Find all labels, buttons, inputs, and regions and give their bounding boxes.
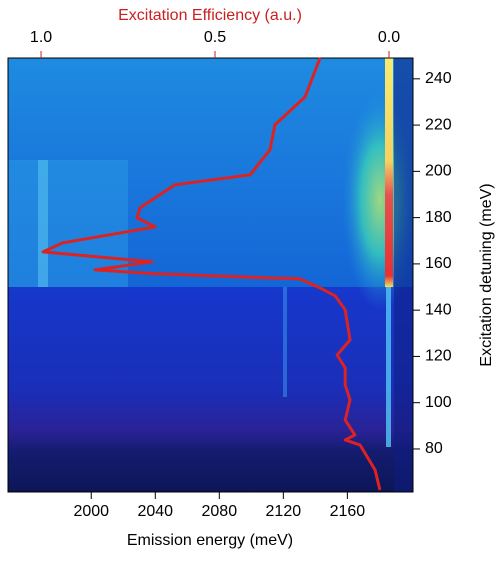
y-tick-label: 140 bbox=[425, 301, 452, 318]
y-tick-label: 100 bbox=[425, 394, 452, 411]
y-tick-label: 80 bbox=[425, 440, 443, 457]
x-axis-title: Emission energy (meV) bbox=[127, 532, 293, 549]
y-tick-label: 120 bbox=[425, 348, 452, 365]
y-tick-label: 240 bbox=[425, 70, 452, 87]
y-tick-label: 160 bbox=[425, 255, 452, 272]
y-axis-title: Excitation detuning (meV) bbox=[478, 183, 495, 366]
x2-tick-label: 0.0 bbox=[378, 29, 400, 46]
y-tick-label: 220 bbox=[425, 116, 452, 133]
x-tick-label: 2000 bbox=[73, 503, 109, 520]
plot-frame bbox=[7, 57, 414, 493]
x-tick-label: 2120 bbox=[266, 503, 302, 520]
x2-axis-title: Excitation Efficiency (a.u.) bbox=[118, 7, 302, 24]
x-tick-label: 2080 bbox=[202, 503, 238, 520]
x-tick-label: 2040 bbox=[137, 503, 173, 520]
efficiency-line bbox=[41, 57, 382, 491]
y-tick-label: 180 bbox=[425, 209, 452, 226]
x2-tick-label: 0.5 bbox=[204, 29, 226, 46]
y-tick-label: 200 bbox=[425, 163, 452, 180]
x-tick-label: 2160 bbox=[330, 503, 366, 520]
x2-tick-label: 1.0 bbox=[30, 29, 52, 46]
